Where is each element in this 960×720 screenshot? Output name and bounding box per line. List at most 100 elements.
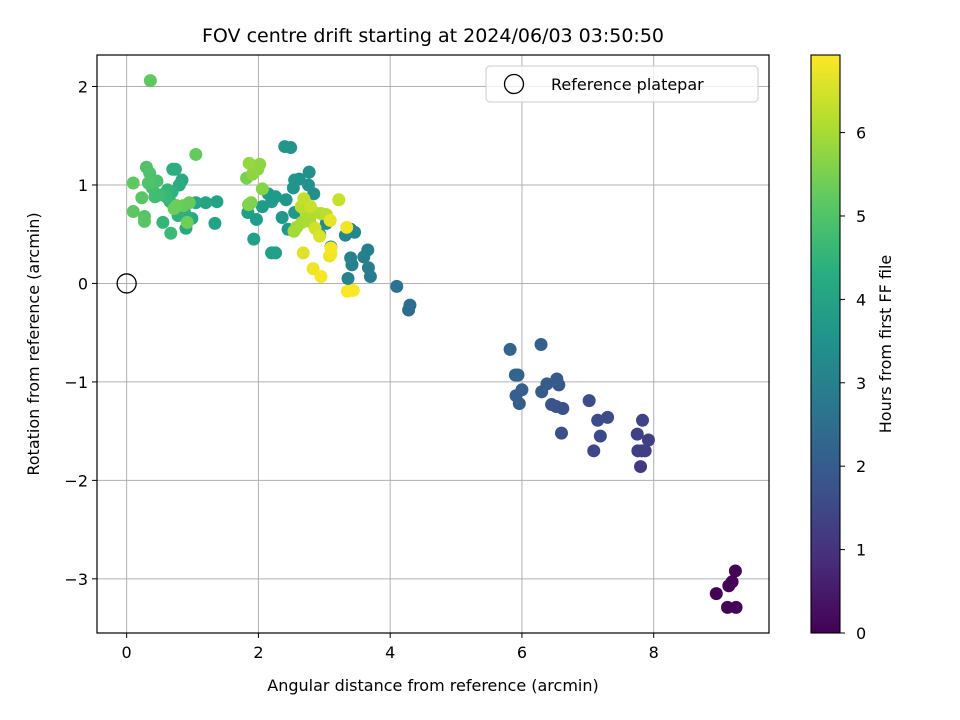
data-point	[255, 200, 269, 214]
data-point	[139, 160, 153, 174]
data-point	[332, 193, 346, 207]
data-point	[728, 564, 742, 578]
data-points	[126, 74, 743, 614]
data-point	[143, 74, 157, 88]
data-point	[340, 220, 354, 234]
x-tick-label: 0	[122, 643, 132, 662]
data-point	[296, 246, 310, 260]
data-point	[242, 198, 256, 212]
data-point	[164, 226, 178, 240]
data-point	[245, 167, 259, 181]
legend-marker-open-circle	[503, 73, 525, 95]
data-point	[301, 178, 315, 192]
data-point	[314, 270, 328, 284]
data-point	[275, 210, 289, 224]
data-point	[137, 214, 151, 228]
data-point	[357, 250, 371, 264]
x-axis-ticks: 0 2 4 6 8	[122, 633, 659, 662]
x-tick-label: 8	[649, 643, 659, 662]
data-point	[265, 246, 279, 260]
data-point	[303, 200, 317, 214]
y-tick-label: −2	[64, 471, 88, 490]
data-point	[247, 232, 261, 246]
data-point	[302, 165, 316, 179]
data-point	[253, 157, 267, 171]
data-point	[255, 182, 269, 196]
colorbar-ticks: 0 1 2 3 4 5 6	[840, 124, 866, 643]
data-point	[630, 427, 644, 441]
data-point	[135, 191, 149, 205]
colorbar	[810, 54, 841, 634]
y-tick-label: −1	[64, 373, 88, 392]
data-point	[503, 342, 517, 356]
data-point	[725, 575, 739, 589]
data-point	[591, 413, 605, 427]
y-tick-label: 0	[78, 274, 88, 293]
colorbar-tick-label: 3	[856, 374, 866, 393]
chart-title: FOV centre drift starting at 2024/06/03 …	[202, 25, 664, 47]
data-point	[550, 372, 564, 386]
reference-platepar-marker	[116, 273, 137, 294]
data-point	[402, 303, 416, 317]
legend-box	[485, 65, 759, 103]
data-point	[189, 147, 203, 161]
data-point	[208, 216, 222, 230]
colorbar-tick-label: 6	[856, 124, 866, 143]
colorbar-tick-label: 2	[856, 457, 866, 476]
legend-entry-label: Reference platepar	[551, 75, 704, 94]
data-point	[535, 385, 549, 399]
data-point	[515, 383, 529, 397]
data-point	[199, 196, 213, 210]
data-point	[278, 140, 292, 154]
y-axis-ticks: 2 1 0 −1 −2 −3	[64, 78, 97, 589]
data-point	[286, 181, 300, 195]
data-point	[361, 261, 375, 275]
plot-area	[97, 55, 769, 633]
data-point	[545, 398, 559, 412]
colorbar-tick-label: 5	[856, 207, 866, 226]
data-point	[313, 229, 327, 243]
y-tick-label: −3	[64, 570, 88, 589]
data-point	[582, 394, 596, 408]
data-point	[554, 426, 568, 440]
legend: Reference platepar	[485, 65, 759, 103]
data-point	[323, 213, 337, 227]
data-point	[141, 176, 155, 190]
data-point	[344, 251, 358, 265]
data-point	[729, 600, 743, 614]
data-point	[631, 444, 645, 458]
data-point	[126, 205, 140, 219]
x-axis-label: Angular distance from reference (arcmin)	[267, 676, 598, 695]
data-point	[709, 587, 723, 601]
data-point	[180, 215, 194, 229]
y-tick-label: 1	[78, 176, 88, 195]
y-axis-label: Rotation from reference (arcmin)	[24, 212, 43, 475]
data-point	[306, 262, 320, 276]
data-point	[166, 162, 180, 176]
data-point	[634, 460, 648, 474]
colorbar-label: Hours from first FF file	[876, 255, 895, 434]
data-point	[279, 193, 293, 207]
data-point	[508, 368, 522, 382]
data-point	[341, 272, 355, 286]
plot-frame	[96, 54, 770, 634]
data-point	[126, 176, 140, 190]
data-point	[340, 284, 354, 298]
colorbar-tick-label: 1	[856, 541, 866, 560]
data-point	[324, 241, 338, 255]
data-point	[601, 410, 615, 424]
grid-lines	[97, 55, 769, 633]
data-point	[587, 444, 601, 458]
data-point	[593, 429, 607, 443]
data-point	[287, 224, 301, 238]
colorbar-tick-label: 0	[856, 624, 866, 643]
x-tick-label: 6	[517, 643, 527, 662]
data-point	[390, 279, 404, 293]
data-point	[167, 202, 181, 216]
data-point	[641, 433, 655, 447]
x-tick-label: 2	[253, 643, 263, 662]
data-point	[534, 337, 548, 351]
y-tick-label: 2	[78, 78, 88, 97]
colorbar-tick-label: 4	[856, 290, 866, 309]
